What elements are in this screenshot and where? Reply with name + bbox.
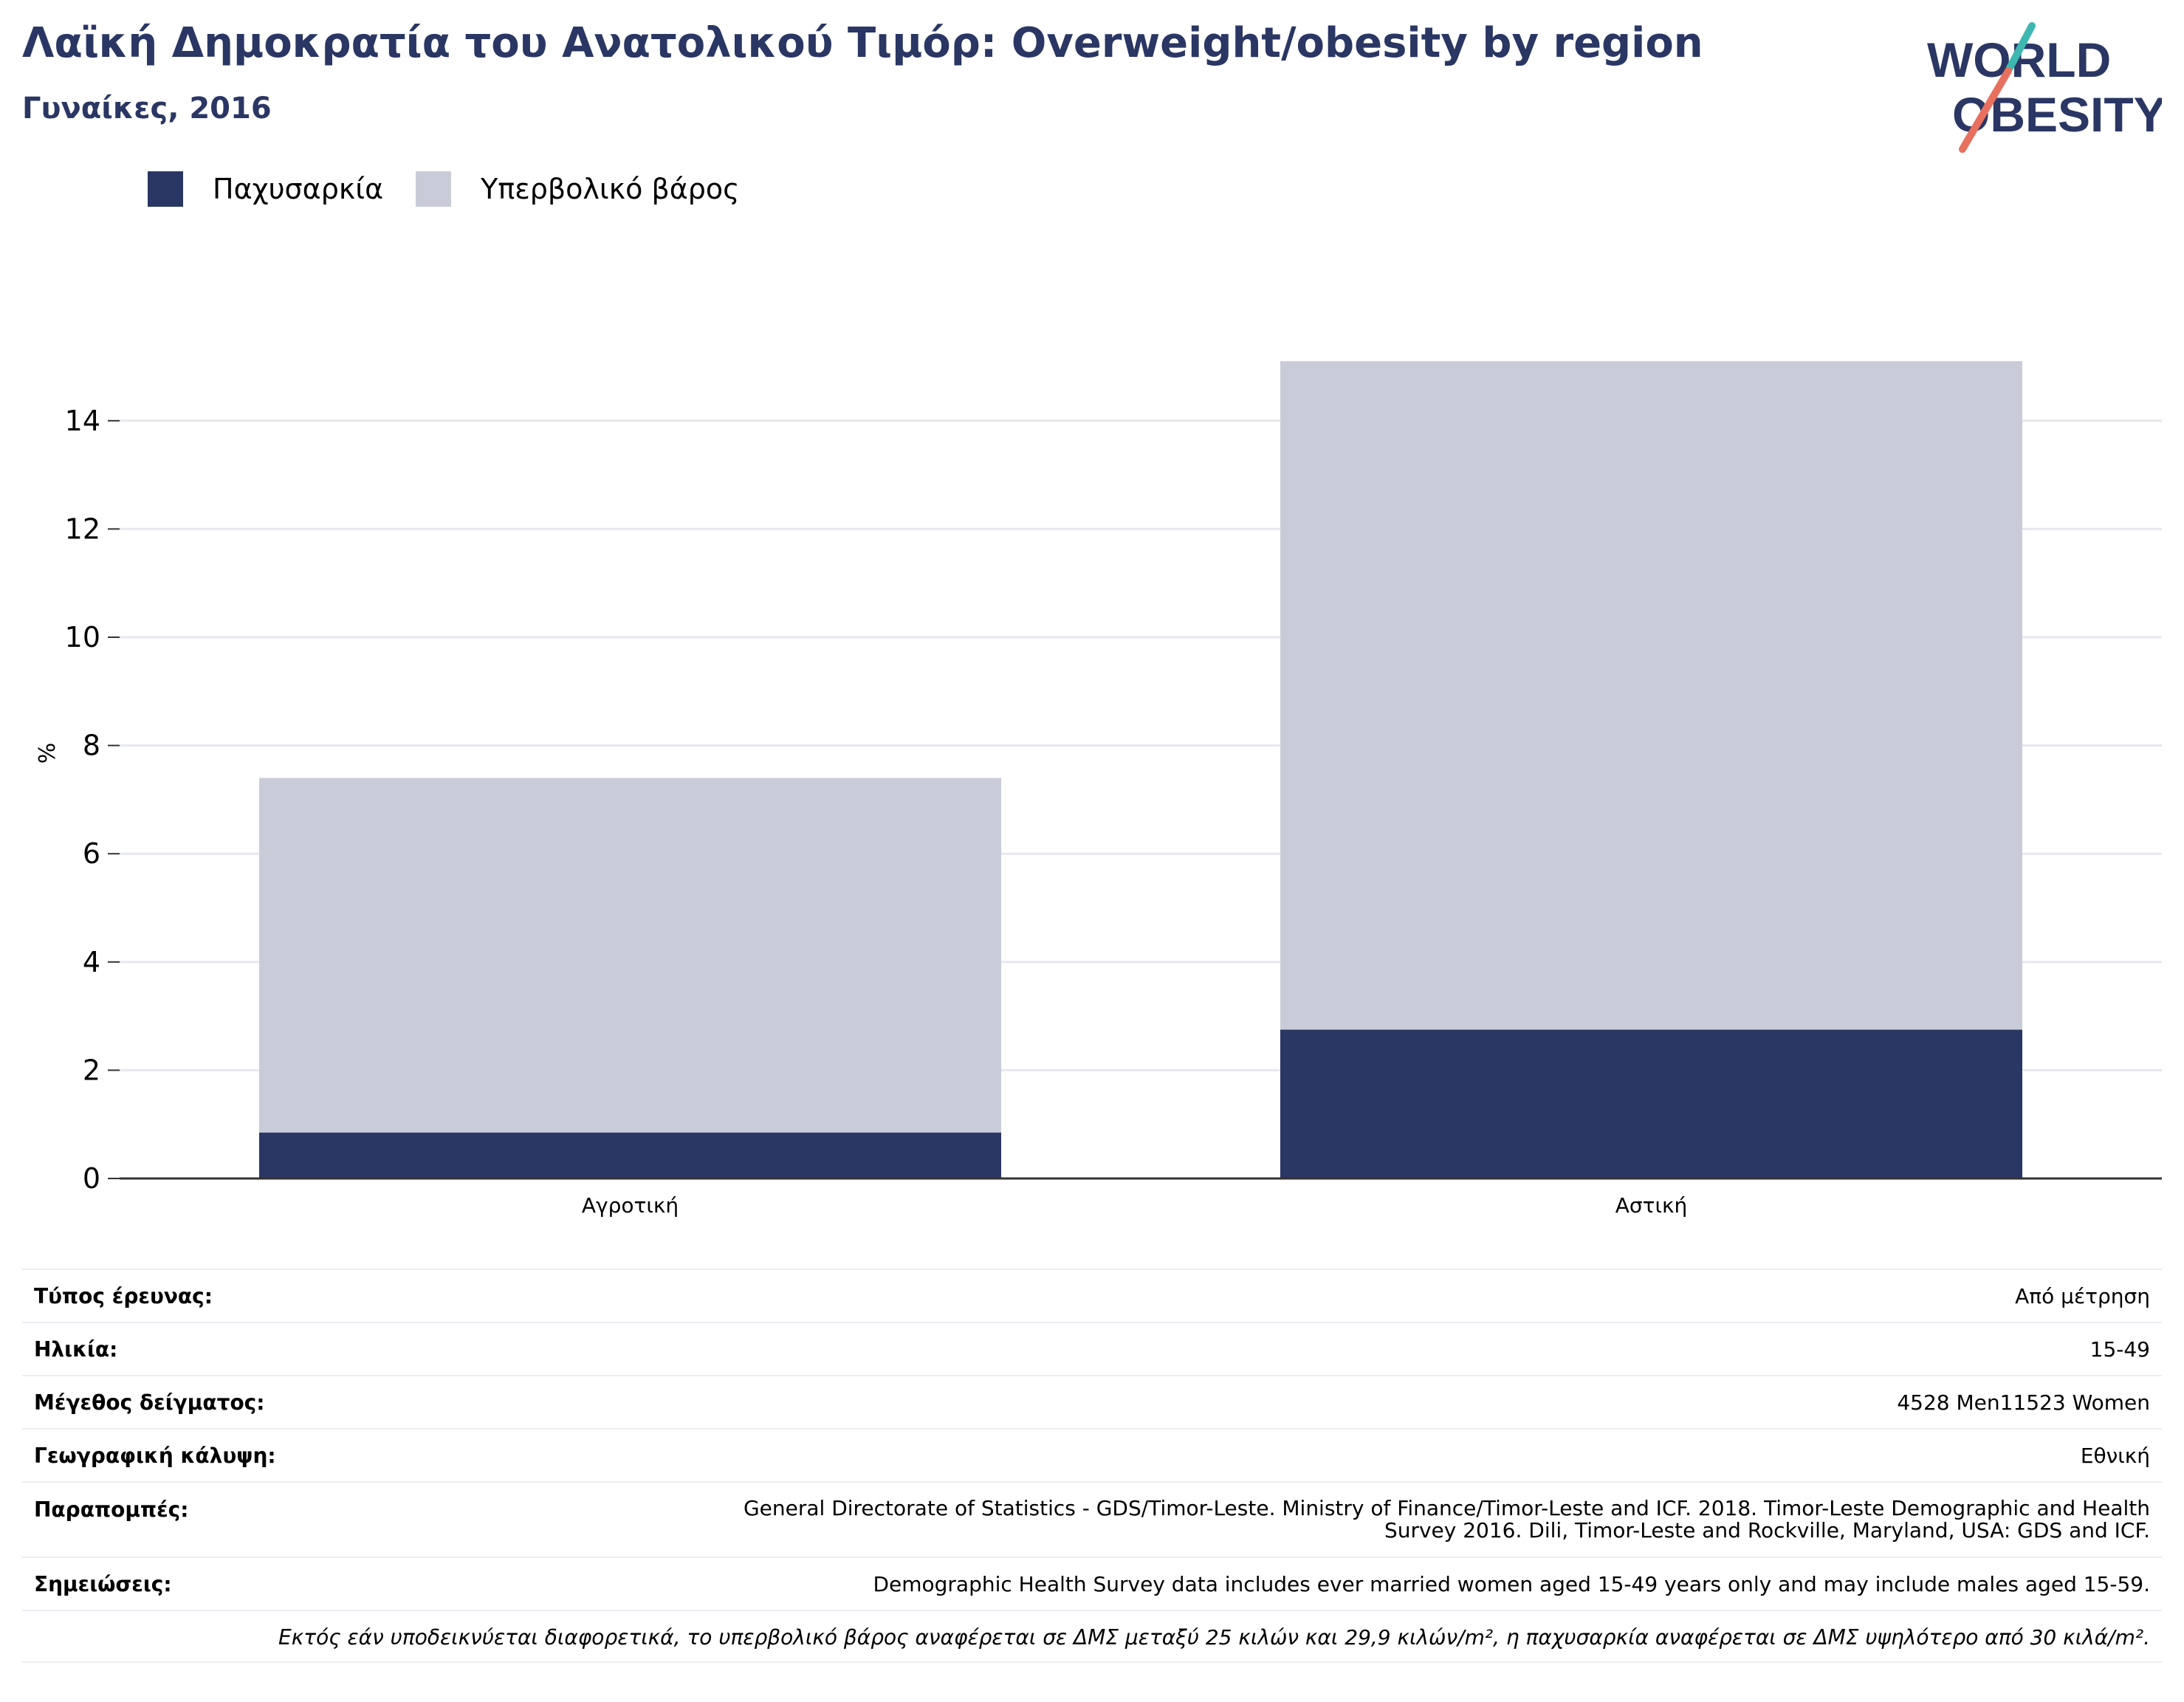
footnote: Εκτός εάν υποδεικνύεται διαφορετικά, το … bbox=[22, 1610, 2162, 1663]
legend-swatch-overweight bbox=[416, 171, 452, 207]
info-value: 15-49 bbox=[2089, 1336, 2150, 1362]
logo-word-world: WORLD bbox=[1927, 32, 2111, 87]
bar-segment-obesity-urban[interactable] bbox=[1280, 1029, 2022, 1178]
info-row-coverage: Γεωγραφική κάλυψη: Εθνική bbox=[22, 1428, 2162, 1481]
y-tick-label: 14 bbox=[65, 405, 100, 437]
x-tick-label: Αστική bbox=[1615, 1193, 1687, 1218]
logo-word-obesity: OBESITY bbox=[1952, 87, 2162, 142]
y-tick-label: 0 bbox=[83, 1162, 100, 1195]
info-label: Παραπομπές: bbox=[34, 1497, 189, 1522]
chart-subtitle: Γυναίκες, 2016 bbox=[22, 92, 272, 126]
info-value: General Directorate of Statistics - GDS/… bbox=[744, 1483, 2150, 1542]
info-label: Σημειώσεις: bbox=[34, 1571, 172, 1596]
world-obesity-logo: WORLD OBESITY bbox=[1927, 22, 2162, 153]
legend-item-overweight[interactable]: Υπερβολικό βάρος bbox=[416, 171, 739, 207]
y-axis: 0 2 4 6 8 10 12 14 bbox=[65, 405, 120, 1195]
logo-slash-teal bbox=[2006, 22, 2036, 72]
x-tick-label: Αγροτική bbox=[582, 1193, 679, 1218]
info-row-age: Ηλικία: 15-49 bbox=[22, 1322, 2162, 1375]
y-tick-label: 2 bbox=[83, 1054, 100, 1086]
legend-swatch-obesity bbox=[148, 171, 183, 207]
info-value: Demographic Health Survey data includes … bbox=[873, 1571, 2150, 1596]
logo-slash-coral bbox=[1959, 67, 2012, 153]
info-value: Από μέτρηση bbox=[2015, 1283, 2150, 1308]
info-label: Μέγεθος δείγματος: bbox=[34, 1390, 265, 1415]
bar-segment-obesity-rural[interactable] bbox=[259, 1132, 1001, 1178]
reference-line-2: Survey 2016. Dili, Timor-Leste and Rockv… bbox=[1384, 1518, 2150, 1543]
x-axis: Αγροτική Αστική bbox=[120, 1177, 2162, 1218]
info-label: Γεωγραφική κάλυψη: bbox=[34, 1443, 276, 1468]
y-tick-label: 8 bbox=[83, 730, 100, 762]
reference-line-1: General Directorate of Statistics - GDS/… bbox=[743, 1496, 2150, 1520]
bar-segment-overweight-urban[interactable] bbox=[1280, 361, 2022, 1030]
legend-label-obesity: Παχυσαρκία bbox=[213, 173, 384, 205]
info-row-survey-type: Τύπος έρευνας: Από μέτρηση bbox=[22, 1269, 2162, 1322]
info-label: Τύπος έρευνας: bbox=[34, 1283, 213, 1308]
bar-segment-overweight-rural[interactable] bbox=[259, 778, 1001, 1133]
info-value: Εθνική bbox=[2080, 1443, 2150, 1468]
info-row-sample-size: Μέγεθος δείγματος: 4528 Men11523 Women bbox=[22, 1375, 2162, 1428]
legend: Παχυσαρκία Υπερβολικό βάρος bbox=[148, 170, 772, 208]
y-axis-label: % bbox=[35, 743, 61, 764]
bars bbox=[259, 361, 2022, 1178]
info-label: Ηλικία: bbox=[34, 1336, 118, 1362]
bar-chart: 0 2 4 6 8 10 12 14 Αγροτική Αστική % bbox=[35, 361, 2162, 1218]
chart-title: Λαϊκή Δημοκρατία του Ανατολικού Τιμόρ: O… bbox=[22, 19, 1703, 67]
y-tick-label: 6 bbox=[83, 837, 100, 870]
y-tick-label: 10 bbox=[65, 621, 100, 653]
info-row-notes: Σημειώσεις: Demographic Health Survey da… bbox=[22, 1557, 2162, 1610]
info-value: 4528 Men11523 Women bbox=[1897, 1390, 2150, 1415]
y-tick-label: 12 bbox=[65, 512, 100, 545]
survey-info-table: Τύπος έρευνας: Από μέτρηση Ηλικία: 15-49… bbox=[22, 1269, 2162, 1663]
legend-item-obesity[interactable]: Παχυσαρκία bbox=[148, 171, 383, 207]
legend-label-overweight: Υπερβολικό βάρος bbox=[481, 173, 740, 205]
info-row-references: Παραπομπές: General Directorate of Stati… bbox=[22, 1481, 2162, 1557]
y-tick-label: 4 bbox=[83, 946, 100, 978]
